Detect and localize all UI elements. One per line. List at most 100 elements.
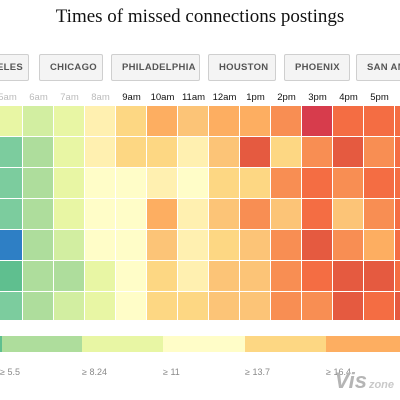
heatmap-cell[interactable]: [147, 199, 177, 229]
heatmap-cell[interactable]: [240, 168, 270, 198]
heatmap-cell[interactable]: [240, 199, 270, 229]
heatmap-cell[interactable]: [54, 292, 84, 320]
heatmap-cell[interactable]: [178, 137, 208, 167]
heatmap-cell[interactable]: [0, 106, 22, 136]
heatmap-cell[interactable]: [333, 261, 363, 291]
heatmap-cell[interactable]: [240, 137, 270, 167]
heatmap-cell[interactable]: [333, 292, 363, 320]
heatmap-cell[interactable]: [240, 230, 270, 260]
heatmap-cell[interactable]: [54, 106, 84, 136]
heatmap-cell[interactable]: [0, 292, 22, 320]
heatmap-cell[interactable]: [85, 168, 115, 198]
heatmap-cell[interactable]: [178, 199, 208, 229]
heatmap-cell[interactable]: [0, 137, 22, 167]
heatmap-cell[interactable]: [23, 261, 53, 291]
heatmap-cell[interactable]: [23, 137, 53, 167]
heatmap-cell[interactable]: [395, 292, 400, 320]
heatmap-cell[interactable]: [271, 199, 301, 229]
heatmap-cell[interactable]: [147, 106, 177, 136]
tab-philadelphia[interactable]: PHILADELPHIA: [111, 54, 200, 81]
heatmap-cell[interactable]: [302, 106, 332, 136]
heatmap-cell[interactable]: [178, 106, 208, 136]
heatmap-cell[interactable]: [364, 137, 394, 167]
heatmap-cell[interactable]: [178, 292, 208, 320]
tab-chicago[interactable]: CHICAGO: [39, 54, 103, 81]
heatmap-cell[interactable]: [147, 292, 177, 320]
heatmap-cell[interactable]: [0, 199, 22, 229]
heatmap-cell[interactable]: [54, 261, 84, 291]
heatmap-cell[interactable]: [333, 106, 363, 136]
heatmap-cell[interactable]: [271, 230, 301, 260]
heatmap-cell[interactable]: [0, 168, 22, 198]
heatmap-cell[interactable]: [116, 168, 146, 198]
heatmap-cell[interactable]: [178, 168, 208, 198]
tab-houston[interactable]: HOUSTON: [208, 54, 276, 81]
heatmap-cell[interactable]: [54, 199, 84, 229]
heatmap-cell[interactable]: [116, 106, 146, 136]
tab-los-angeles[interactable]: ELES: [0, 54, 29, 81]
heatmap-cell[interactable]: [23, 106, 53, 136]
heatmap-cell[interactable]: [0, 230, 22, 260]
heatmap-cell[interactable]: [395, 230, 400, 260]
heatmap-cell[interactable]: [395, 137, 400, 167]
heatmap-cell[interactable]: [0, 261, 22, 291]
heatmap-cell[interactable]: [240, 261, 270, 291]
heatmap-cell[interactable]: [302, 168, 332, 198]
heatmap-cell[interactable]: [302, 292, 332, 320]
heatmap-cell[interactable]: [85, 261, 115, 291]
tab-phoenix[interactable]: PHOENIX: [284, 54, 350, 81]
heatmap-cell[interactable]: [364, 261, 394, 291]
heatmap-cell[interactable]: [85, 137, 115, 167]
heatmap-cell[interactable]: [54, 137, 84, 167]
heatmap-cell[interactable]: [333, 168, 363, 198]
heatmap-cell[interactable]: [209, 168, 239, 198]
heatmap-cell[interactable]: [209, 199, 239, 229]
heatmap-cell[interactable]: [116, 199, 146, 229]
heatmap-cell[interactable]: [364, 230, 394, 260]
heatmap-cell[interactable]: [364, 168, 394, 198]
heatmap-cell[interactable]: [333, 199, 363, 229]
heatmap-cell[interactable]: [333, 137, 363, 167]
heatmap-cell[interactable]: [116, 137, 146, 167]
heatmap-cell[interactable]: [271, 261, 301, 291]
heatmap-cell[interactable]: [302, 199, 332, 229]
heatmap-cell[interactable]: [209, 230, 239, 260]
heatmap-cell[interactable]: [147, 230, 177, 260]
heatmap-cell[interactable]: [240, 106, 270, 136]
heatmap-cell[interactable]: [23, 199, 53, 229]
heatmap-cell[interactable]: [364, 199, 394, 229]
heatmap-cell[interactable]: [85, 230, 115, 260]
heatmap-cell[interactable]: [271, 106, 301, 136]
heatmap-cell[interactable]: [395, 168, 400, 198]
heatmap-cell[interactable]: [333, 230, 363, 260]
heatmap-cell[interactable]: [85, 199, 115, 229]
heatmap-cell[interactable]: [395, 261, 400, 291]
heatmap-cell[interactable]: [116, 261, 146, 291]
heatmap-cell[interactable]: [271, 168, 301, 198]
heatmap-cell[interactable]: [302, 137, 332, 167]
heatmap-cell[interactable]: [302, 230, 332, 260]
heatmap-cell[interactable]: [116, 230, 146, 260]
heatmap-cell[interactable]: [271, 292, 301, 320]
heatmap-cell[interactable]: [209, 137, 239, 167]
heatmap-cell[interactable]: [209, 106, 239, 136]
heatmap-cell[interactable]: [23, 292, 53, 320]
heatmap-cell[interactable]: [364, 106, 394, 136]
heatmap-cell[interactable]: [302, 261, 332, 291]
tab-san-antonio[interactable]: SAN AN: [356, 54, 400, 81]
heatmap-cell[interactable]: [147, 137, 177, 167]
heatmap-cell[interactable]: [147, 261, 177, 291]
heatmap-cell[interactable]: [395, 106, 400, 136]
heatmap-cell[interactable]: [209, 261, 239, 291]
heatmap-cell[interactable]: [178, 230, 208, 260]
heatmap-cell[interactable]: [54, 168, 84, 198]
heatmap-cell[interactable]: [271, 137, 301, 167]
heatmap-cell[interactable]: [395, 199, 400, 229]
heatmap-cell[interactable]: [116, 292, 146, 320]
heatmap-cell[interactable]: [23, 168, 53, 198]
heatmap-cell[interactable]: [85, 106, 115, 136]
heatmap-cell[interactable]: [364, 292, 394, 320]
heatmap-cell[interactable]: [178, 261, 208, 291]
heatmap-cell[interactable]: [147, 168, 177, 198]
heatmap-cell[interactable]: [54, 230, 84, 260]
